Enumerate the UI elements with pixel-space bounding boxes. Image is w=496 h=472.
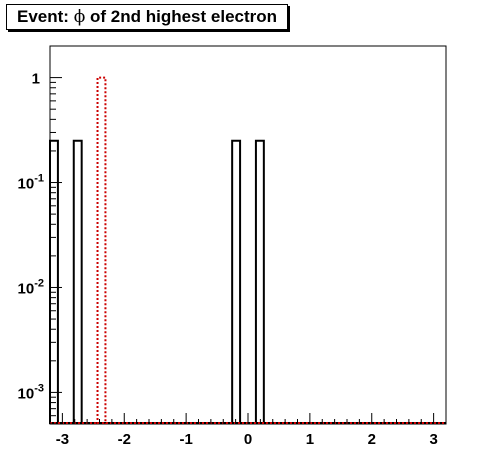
histogram-bar (49, 139, 59, 424)
histogram-bar (72, 139, 83, 424)
phi-symbol: ϕ (73, 7, 86, 27)
x-tick-label: 2 (368, 431, 376, 448)
y-axis-ticks: 10-3 10-2 10-1 1 (18, 45, 62, 425)
x-tick-label: -3 (56, 431, 69, 448)
title-suffix: of 2nd highest electron (85, 7, 278, 26)
x-tick-label: -2 (118, 431, 131, 448)
x-axis-ticks: -3 -2 -1 0 1 2 3 (49, 413, 447, 448)
title-prefix: Event: (17, 7, 74, 26)
series-1 (50, 76, 446, 424)
chart-title: Event: ϕ of 2nd highest electron (6, 4, 289, 30)
y-tick-label: 10-1 (18, 173, 44, 193)
x-tick-label: 3 (429, 431, 437, 448)
x-tick-label: -1 (179, 431, 192, 448)
series-0 (49, 139, 446, 424)
histogram-bar (231, 139, 242, 424)
histogram-bar (254, 139, 265, 424)
x-tick-label: 0 (244, 431, 252, 448)
y-tick-label: 10-3 (18, 382, 44, 402)
y-tick-label: 1 (32, 71, 40, 88)
y-tick-label: 10-2 (18, 277, 44, 297)
x-tick-label: 1 (306, 431, 314, 448)
series-layer (49, 76, 446, 424)
histogram-bar (96, 76, 107, 424)
plot-frame (49, 45, 447, 425)
